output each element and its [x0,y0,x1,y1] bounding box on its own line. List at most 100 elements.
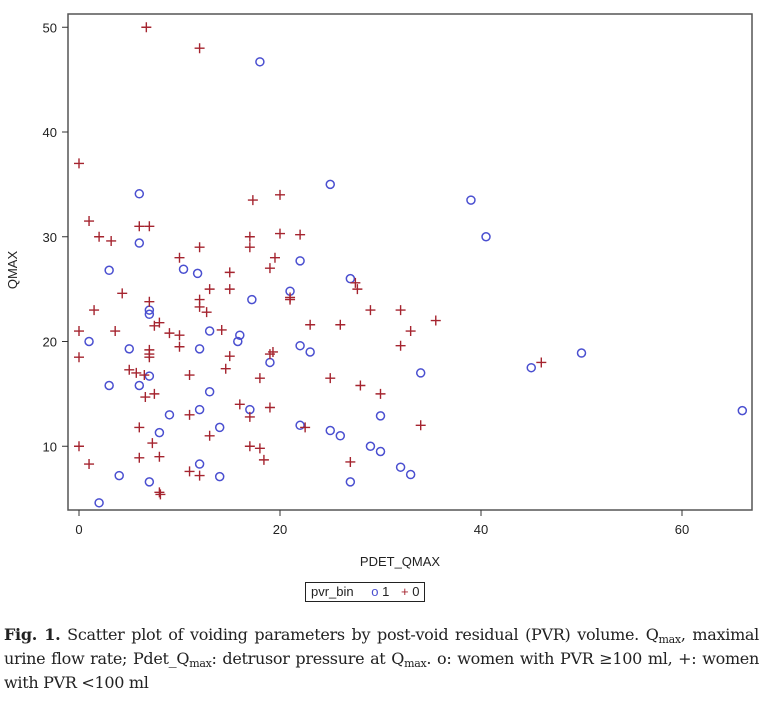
data-point-pvr-1 [134,189,145,199]
x-tick-label: 20 [273,522,287,537]
data-point-pvr-1 [481,232,491,242]
data-point-pvr-0 [244,231,255,242]
data-point-pvr-0 [405,326,416,337]
data-point-pvr-0 [84,216,95,227]
data-point-pvr-0 [201,307,212,318]
scatter-plot: 0 20 40 60 10 20 30 40 50 PDET_QMAX QMAX [5,13,753,569]
data-point-pvr-0 [89,305,100,316]
data-point-pvr-0 [74,158,84,169]
data-point-pvr-0 [147,438,158,449]
x-tick-label: 0 [75,522,82,537]
legend: pvr_bin o 1 + 0 [305,582,426,602]
data-point-pvr-1 [178,264,189,274]
data-point-pvr-0 [275,228,285,239]
caption-text: . o: women with PVR ≥100 ml, +: women wi… [4,649,759,692]
figure-caption: Fig. 1. Scatter plot of voiding paramete… [4,623,759,695]
data-point-pvr-0 [264,263,275,274]
data-point-pvr-1 [194,459,205,469]
data-point-pvr-0 [204,430,215,441]
data-point-pvr-1 [295,340,305,351]
data-point-pvr-0 [154,451,165,462]
legend-entry-1: 1 [382,584,390,599]
data-point-pvr-1 [104,265,114,276]
data-point-pvr-0 [415,420,426,431]
data-point-pvr-1 [305,347,315,357]
data-point-pvr-1 [164,410,175,420]
data-point-pvr-0 [254,443,265,454]
data-point-pvr-0 [74,352,84,363]
data-point-pvr-0 [536,357,547,368]
data-point-pvr-1 [345,273,356,284]
data-point-pvr-0 [244,411,255,422]
data-point-pvr-0 [194,242,205,253]
data-point-pvr-0 [131,367,142,378]
data-point-pvr-1 [144,371,155,381]
data-point-pvr-0 [204,284,215,295]
caption-label: Fig. 1. [4,625,61,644]
data-point-pvr-0 [155,489,166,500]
data-point-pvr-0 [216,324,227,335]
data-point-pvr-0 [194,470,205,481]
data-point-pvr-0 [140,392,151,403]
data-point-pvr-0 [174,252,185,263]
data-point-pvr-0 [234,399,245,410]
data-point-pvr-0 [117,288,128,299]
data-point-pvr-0 [352,284,363,295]
data-point-pvr-0 [305,319,316,330]
x-tick-label: 60 [675,522,689,537]
y-tick-label: 40 [43,125,57,140]
data-point-pvr-0 [395,305,406,316]
caption-sub: max [189,657,212,670]
data-point-pvr-0 [247,195,258,206]
data-point-pvr-0 [220,363,231,374]
data-point-pvr-0 [254,373,265,384]
legend-entry-0: 0 [412,584,420,599]
data-point-pvr-0 [74,326,84,337]
data-point-pvr-1 [295,420,305,431]
data-point-pvr-0 [269,252,280,263]
data-point-pvr-0 [94,231,105,242]
data-point-pvr-0 [134,422,145,433]
data-point-pvr-0 [258,454,269,465]
data-point-pvr-0 [365,305,376,316]
caption-text: Scatter plot of voiding parameters by po… [60,625,659,644]
data-point-pvr-0 [134,452,145,463]
data-point-pvr-0 [184,370,195,381]
data-point-pvr-0 [84,459,95,470]
data-point-pvr-1 [405,469,416,480]
data-point-pvr-1 [576,348,587,358]
data-point-pvr-0 [300,422,311,433]
data-point-pvr-1 [345,477,356,487]
data-point-pvr-0 [106,235,117,246]
y-tick-label: 20 [43,335,57,350]
data-point-pvr-1 [375,446,386,457]
y-axis-label: QMAX [5,251,20,290]
data-point-pvr-1 [247,294,257,305]
data-point-pvr-0 [154,317,165,328]
data-point-pvr-1 [194,404,205,415]
data-point-pvr-0 [74,441,84,452]
y-tick-label: 30 [43,230,57,245]
data-point-pvr-1 [233,336,243,347]
y-tick-label: 50 [43,20,57,35]
data-point-pvr-0 [110,326,121,337]
plot-frame [67,13,753,511]
data-point-pvr-1 [214,471,225,482]
data-point-pvr-0 [149,320,160,331]
data-point-pvr-1 [255,57,265,67]
caption-sub: max [404,657,427,670]
data-point-pvr-0 [184,409,195,420]
data-point-pvr-0 [395,340,406,351]
data-point-pvr-0 [144,296,155,307]
data-point-pvr-0 [141,22,152,33]
data-point-pvr-1 [235,330,245,340]
data-point-pvr-0 [264,402,275,413]
data-point-pvr-0 [224,267,235,278]
data-point-pvr-0 [149,388,160,399]
data-point-pvr-0 [224,351,235,362]
data-point-pvr-0 [124,364,135,375]
data-point-pvr-0 [345,456,356,467]
data-point-pvr-1 [526,362,536,373]
data-point-pvr-0 [244,242,255,253]
data-point-pvr-1 [144,477,155,487]
